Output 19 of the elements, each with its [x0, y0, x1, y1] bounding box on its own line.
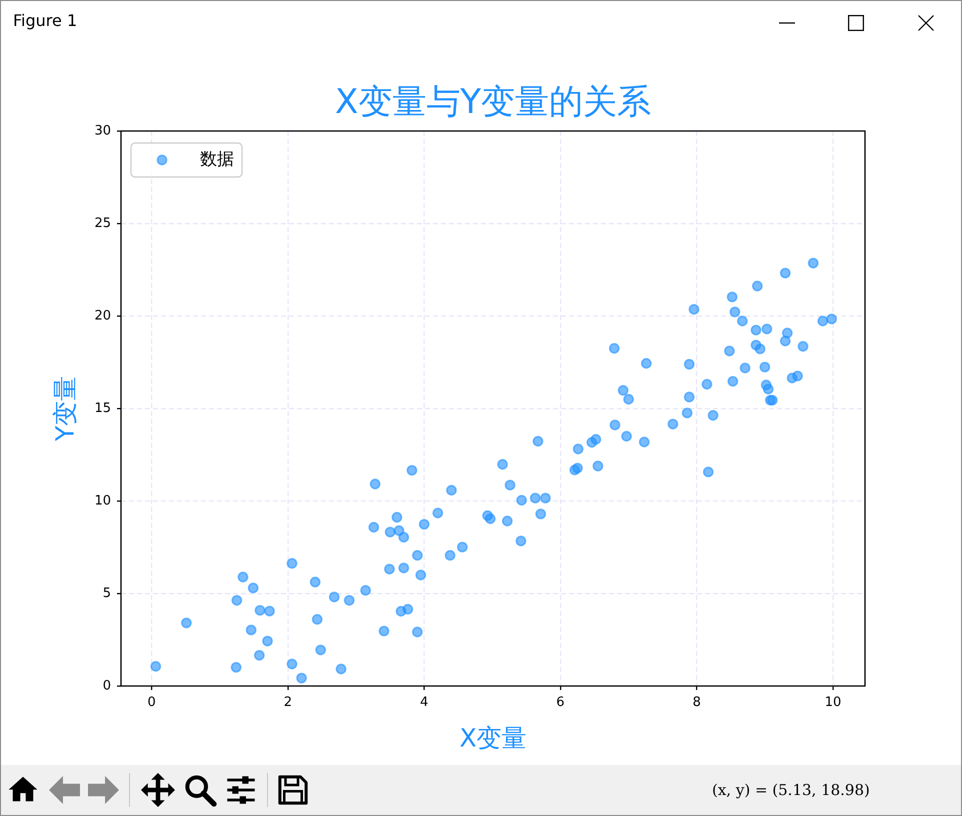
y-tick-label: 15	[94, 400, 111, 416]
y-tick-label: 5	[102, 586, 111, 601]
legend-label: 数据	[200, 149, 234, 170]
y-tick-label: 20	[94, 308, 111, 324]
y-tick-label: 10	[94, 493, 111, 508]
y-axis-title: Y变量	[50, 376, 80, 442]
caption: Figure 1	[13, 11, 78, 30]
x-tick-label: 0	[148, 695, 156, 710]
y-tick-label: 25	[94, 216, 111, 231]
x-tick-label: 8	[692, 695, 701, 710]
x-axis-title: X变量	[459, 724, 527, 752]
x-tick-label: 6	[556, 695, 565, 710]
text: (x, y) = (5.13, 18.98)	[712, 781, 870, 799]
y-tick-label: 30	[94, 123, 111, 138]
x-tick-label: 4	[420, 695, 428, 710]
y-tick-label: 0	[102, 678, 111, 694]
x-tick-label: 2	[284, 695, 292, 710]
x-tick-label: 10	[824, 695, 842, 710]
chart-title: X变量与Y变量的关系	[334, 82, 652, 122]
